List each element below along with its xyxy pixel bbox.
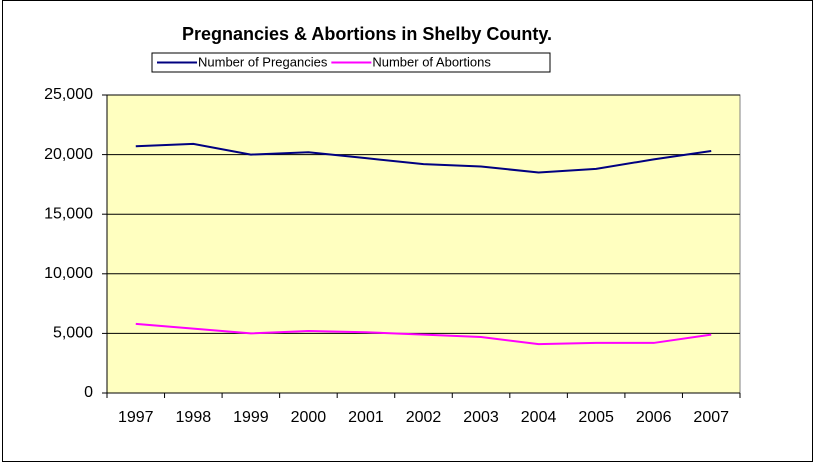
series-line [135,142,712,174]
legend-label: Number of Pregancies [198,54,328,69]
legend-label: Number of Abortions [372,54,491,69]
y-tick-label: 20,000 [44,146,93,163]
x-tick-label: 1998 [176,409,212,426]
x-tick-label: 2004 [521,409,557,426]
y-tick-label: 0 [84,384,93,401]
x-tick-label: 1999 [233,409,269,426]
x-tick-label: 2005 [578,409,614,426]
series-line [135,322,712,346]
x-tick-label: 2002 [406,409,442,426]
y-tick-label: 10,000 [44,265,93,282]
x-tick-label: 2003 [463,409,499,426]
y-tick-label: 5,000 [53,325,93,342]
x-tick-label: 2000 [291,409,327,426]
y-tick-label: 15,000 [44,205,93,222]
chart-title: Pregnancies & Abortions in Shelby County… [182,24,552,44]
x-tick-label: 2001 [348,409,384,426]
x-tick-label: 1997 [118,409,154,426]
plot-area [106,94,741,394]
x-tick-label: 2007 [693,409,729,426]
x-tick-label: 2006 [636,409,672,426]
y-tick-label: 25,000 [44,86,93,103]
